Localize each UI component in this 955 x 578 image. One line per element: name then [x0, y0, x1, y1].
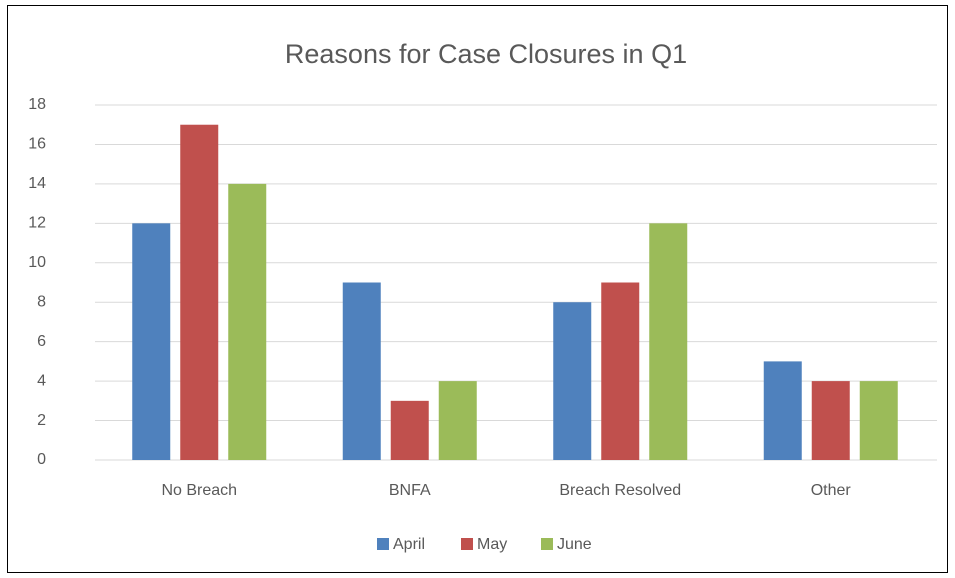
x-tick-label: Other: [811, 482, 852, 499]
bar: [132, 223, 171, 460]
y-tick-label: 4: [37, 372, 46, 389]
bar: [553, 302, 592, 460]
y-tick-label: 0: [37, 451, 46, 468]
legend-label: April: [393, 536, 425, 553]
y-tick-label: 10: [28, 254, 46, 271]
legend-swatch: [461, 538, 473, 550]
y-tick-label: 14: [28, 175, 46, 192]
bar: [763, 361, 802, 460]
chart-title: Reasons for Case Closures in Q1: [285, 39, 687, 69]
y-tick-label: 16: [28, 136, 46, 153]
bar: [649, 223, 688, 460]
bar: [342, 282, 381, 460]
bar: [228, 183, 267, 460]
bar: [438, 381, 477, 460]
bar: [859, 381, 898, 460]
x-tick-label: BNFA: [389, 482, 431, 499]
y-tick-label: 18: [28, 96, 46, 113]
legend-label: May: [477, 536, 507, 553]
bar: [811, 381, 850, 460]
x-tick-label: No Breach: [161, 482, 237, 499]
bar: [601, 282, 640, 460]
x-tick-label: Breach Resolved: [559, 482, 681, 499]
legend-swatch: [541, 538, 553, 550]
bar: [180, 124, 219, 460]
y-tick-label: 12: [28, 215, 46, 232]
legend-label: June: [557, 536, 592, 553]
y-tick-label: 2: [37, 412, 46, 429]
legend-swatch: [377, 538, 389, 550]
y-tick-label: 8: [37, 293, 46, 310]
y-tick-label: 6: [37, 333, 46, 350]
bar: [390, 400, 429, 460]
